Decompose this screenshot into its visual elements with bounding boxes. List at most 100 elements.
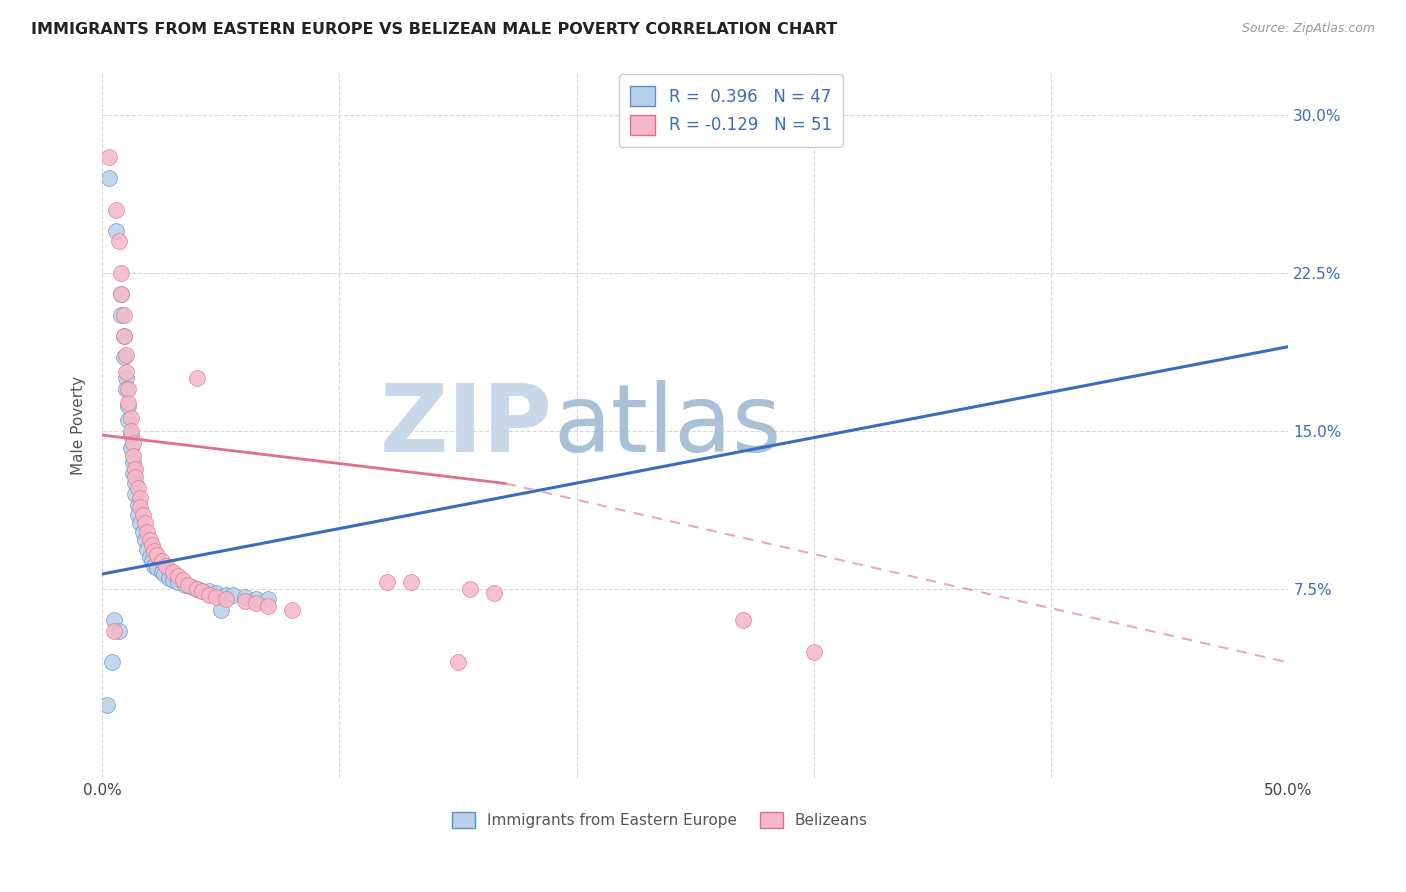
Point xyxy=(115,371,138,385)
Point xyxy=(172,574,194,588)
Point xyxy=(281,603,304,617)
Point xyxy=(458,582,481,596)
Point xyxy=(131,524,153,539)
Point xyxy=(731,613,754,627)
Point xyxy=(124,487,146,501)
Point xyxy=(136,524,159,539)
Point xyxy=(153,567,176,582)
Point xyxy=(110,308,132,322)
Point xyxy=(134,533,156,548)
Point xyxy=(112,350,135,364)
Point xyxy=(110,266,132,280)
Point xyxy=(205,590,228,604)
Point xyxy=(98,150,121,164)
Point xyxy=(143,558,166,573)
Point xyxy=(257,599,280,613)
Point xyxy=(150,554,173,568)
Point xyxy=(105,224,128,238)
Point xyxy=(122,449,145,463)
Point xyxy=(127,481,149,495)
Point xyxy=(214,592,236,607)
Point xyxy=(105,202,128,217)
Point xyxy=(120,424,142,438)
Point xyxy=(447,656,470,670)
Point xyxy=(138,533,160,548)
Point xyxy=(399,575,422,590)
Point xyxy=(115,365,138,379)
Y-axis label: Male Poverty: Male Poverty xyxy=(72,376,86,475)
Point xyxy=(129,491,152,506)
Point xyxy=(143,544,166,558)
Point xyxy=(115,348,138,362)
Point xyxy=(120,428,142,442)
Point xyxy=(112,329,135,343)
Point xyxy=(209,603,232,617)
Text: ZIP: ZIP xyxy=(380,380,553,472)
Point xyxy=(127,508,149,522)
Point xyxy=(117,399,139,413)
Point xyxy=(110,287,132,301)
Point xyxy=(138,550,160,565)
Text: atlas: atlas xyxy=(553,380,782,472)
Point xyxy=(191,583,214,598)
Point xyxy=(120,411,142,425)
Point xyxy=(162,574,184,588)
Point xyxy=(103,613,125,627)
Point xyxy=(233,590,256,604)
Point xyxy=(198,588,221,602)
Point xyxy=(245,597,267,611)
Point xyxy=(191,583,214,598)
Text: Source: ZipAtlas.com: Source: ZipAtlas.com xyxy=(1241,22,1375,36)
Point xyxy=(150,565,173,579)
Point xyxy=(117,382,139,396)
Point xyxy=(186,582,208,596)
Point xyxy=(186,371,208,385)
Point xyxy=(96,698,118,712)
Point xyxy=(174,577,197,591)
Point xyxy=(122,436,145,450)
Legend: Immigrants from Eastern Europe, Belizeans: Immigrants from Eastern Europe, Belizean… xyxy=(446,805,875,834)
Point xyxy=(112,329,135,343)
Point xyxy=(129,500,152,514)
Point xyxy=(122,466,145,480)
Point xyxy=(198,583,221,598)
Point xyxy=(146,560,169,574)
Point xyxy=(205,586,228,600)
Point xyxy=(222,588,245,602)
Point xyxy=(482,586,505,600)
Point xyxy=(124,470,146,484)
Point xyxy=(120,441,142,455)
Point xyxy=(162,565,184,579)
Point xyxy=(186,582,208,596)
Point xyxy=(155,558,177,573)
Point xyxy=(122,455,145,469)
Point xyxy=(129,516,152,531)
Point xyxy=(108,624,131,638)
Point xyxy=(233,594,256,608)
Point xyxy=(803,645,825,659)
Point xyxy=(214,588,236,602)
Point xyxy=(134,516,156,531)
Point xyxy=(257,592,280,607)
Point xyxy=(131,508,153,522)
Point xyxy=(146,548,169,562)
Point xyxy=(117,396,139,410)
Point xyxy=(124,462,146,476)
Point xyxy=(167,575,190,590)
Point xyxy=(115,382,138,396)
Point xyxy=(375,575,398,590)
Point xyxy=(117,413,139,427)
Point xyxy=(100,656,122,670)
Point xyxy=(110,287,132,301)
Point xyxy=(124,476,146,491)
Point xyxy=(157,571,180,585)
Point xyxy=(136,541,159,556)
Point xyxy=(167,569,190,583)
Point xyxy=(127,498,149,512)
Point xyxy=(176,577,198,591)
Point xyxy=(103,624,125,638)
Point xyxy=(108,235,131,249)
Text: IMMIGRANTS FROM EASTERN EUROPE VS BELIZEAN MALE POVERTY CORRELATION CHART: IMMIGRANTS FROM EASTERN EUROPE VS BELIZE… xyxy=(31,22,837,37)
Point xyxy=(181,580,204,594)
Point xyxy=(141,537,163,551)
